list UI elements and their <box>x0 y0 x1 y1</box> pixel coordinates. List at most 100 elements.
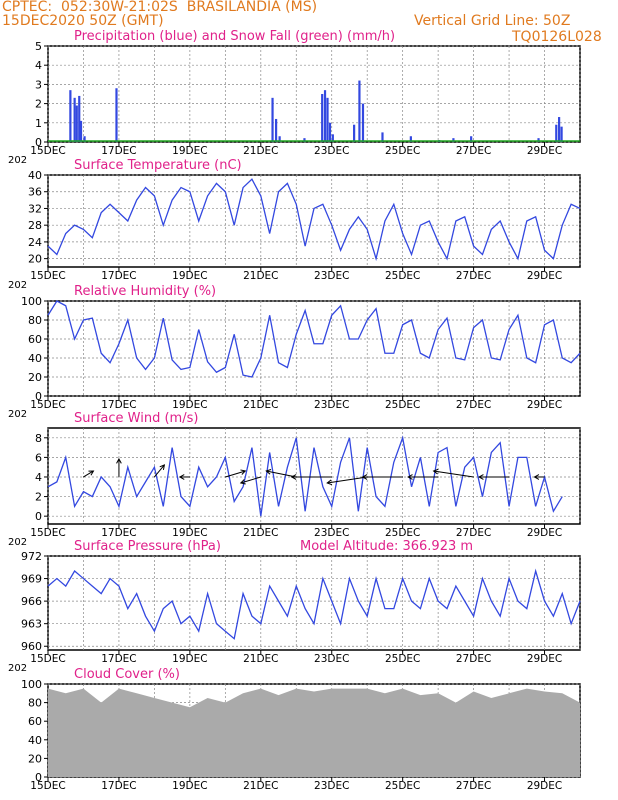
panel3-series-line <box>47 300 581 378</box>
wind-arrow <box>266 470 297 478</box>
precip-bar <box>323 90 327 142</box>
panel5-ytick-label: 972 <box>21 550 42 563</box>
panel5-frame <box>47 555 581 651</box>
precip-bar <box>115 88 118 142</box>
panel4-frame <box>47 427 581 525</box>
precip-bar <box>537 138 540 142</box>
panel6-xtick-label: 25DEC <box>385 780 420 792</box>
panel2-ytick-label: 28 <box>28 219 42 232</box>
wind-arrow-head <box>533 474 540 480</box>
precip-bar <box>361 103 365 142</box>
panel1-xtick-label: 23DEC <box>314 145 349 157</box>
panel3-ytick-label: 40 <box>28 352 42 365</box>
precip-bar <box>69 90 72 142</box>
station-info: CPTEC: 052:30W-21:02S BRASILANDIA (MS) <box>2 0 318 15</box>
precip-bar <box>558 117 561 142</box>
panel6-xtick-label: 29DEC <box>527 780 562 792</box>
panel5-xtick-label: 25DEC <box>385 653 420 665</box>
panel5-ytick-label: 963 <box>21 618 42 631</box>
panel3-frame <box>47 300 581 397</box>
panel6-ytick-label: 0 <box>35 771 42 784</box>
wind-arrow <box>83 470 94 478</box>
panel5-ytick-label: 969 <box>21 573 42 586</box>
panel3-xtick-label: 21DEC <box>243 399 278 411</box>
precip-bar <box>271 97 274 142</box>
panel1-ytick-label: 1 <box>35 117 42 130</box>
precip-bar <box>78 95 81 142</box>
precip-bar <box>274 118 278 142</box>
panel4-xtick-label: 25DEC <box>385 527 420 539</box>
panel2-ytick-label: 24 <box>28 236 42 249</box>
panel1-ytick-label: 5 <box>35 40 42 53</box>
wind-arrow-head <box>478 474 484 480</box>
panel5-xtick-label: 15DEC <box>30 653 65 665</box>
panel5-xtick-label: 27DEC <box>456 653 491 665</box>
panel4-ytick-label: 2 <box>35 491 42 504</box>
panel2-xtick-label: 27DEC <box>456 270 491 282</box>
panel5-title: Surface Pressure (hPa) <box>74 539 221 554</box>
panel6-xtick-label: 21DEC <box>243 780 278 792</box>
wind-arrow-head <box>361 474 368 480</box>
chart-header: CPTEC: 052:30W-21:02S BRASILANDIA (MS) 1… <box>0 0 618 48</box>
wind-arrow <box>240 476 261 484</box>
wind-arrow <box>154 464 165 478</box>
panel4-xtick-label: 23DEC <box>314 527 349 539</box>
wind-arrow <box>327 476 368 484</box>
precip-bar <box>73 97 76 142</box>
panel4-xtick-label: 17DEC <box>101 527 136 539</box>
panel5-ytick-label: 966 <box>21 595 42 608</box>
panel2-xtick-label: 29DEC <box>527 270 562 282</box>
panel1-xtick-label: 21DEC <box>243 145 278 157</box>
panel1-xtick-label: 15DEC <box>30 145 65 157</box>
panel1-ytick-label: 2 <box>35 98 42 111</box>
panel4-ytick-label: 0 <box>35 510 42 523</box>
precip-bar <box>83 136 86 142</box>
panel4-ytick-label: 8 <box>35 432 42 445</box>
panel6-xtick-label: 19DEC <box>172 780 207 792</box>
precip-bar <box>358 80 361 142</box>
panel2-frame <box>47 174 581 268</box>
panel3-year-label: 202 <box>8 409 27 420</box>
panel2-year-label: 202 <box>8 280 27 291</box>
panel3-xtick-label: 29DEC <box>527 399 562 411</box>
panel3-xtick-label: 17DEC <box>101 399 136 411</box>
wind-arrow-head <box>326 479 333 486</box>
wind-arrow-head <box>290 474 297 480</box>
panel4-ytick-label: 4 <box>35 471 42 484</box>
panel4-xtick-label: 21DEC <box>243 527 278 539</box>
panel4-ytick-label: 6 <box>35 451 42 464</box>
panel4-series-line <box>47 435 563 517</box>
panel1-xtick-label: 27DEC <box>456 145 491 157</box>
panel6-title: Cloud Cover (%) <box>74 667 180 682</box>
precip-bar <box>470 136 473 142</box>
panel2-series-line <box>47 178 581 262</box>
panel2-xtick-label: 15DEC <box>30 270 65 282</box>
panel4-xtick-label: 19DEC <box>172 527 207 539</box>
wind-arrow <box>433 470 474 478</box>
panel5-xtick-label: 23DEC <box>314 653 349 665</box>
panel4-xtick-label: 15DEC <box>30 527 65 539</box>
panel4-xtick-label: 27DEC <box>456 527 491 539</box>
panel3-xtick-label: 19DEC <box>172 399 207 411</box>
panel3-ytick-label: 0 <box>35 390 42 403</box>
wind-arrow-head <box>88 470 95 476</box>
panel4-title: Surface Wind (m/s) <box>74 411 198 426</box>
panel2-xtick-label: 17DEC <box>101 270 136 282</box>
wind-arrow-head <box>239 479 246 485</box>
panel2-ytick-label: 20 <box>28 253 42 266</box>
precip-bar <box>303 138 306 142</box>
panel1-xtick-label: 25DEC <box>385 145 420 157</box>
panel6-ytick-label: 80 <box>28 697 42 710</box>
panel2-xtick-label: 25DEC <box>385 270 420 282</box>
panel5-series-line <box>47 568 581 640</box>
wind-arrow <box>225 470 246 478</box>
wind-arrow-head <box>407 474 413 480</box>
panel2-xtick-label: 21DEC <box>243 270 278 282</box>
panel6-xtick-label: 23DEC <box>314 780 349 792</box>
precip-bar <box>409 136 412 142</box>
wind-arrow-head <box>159 464 166 470</box>
panel3-title: Relative Humidity (%) <box>74 284 216 299</box>
precip-bar <box>75 105 78 142</box>
panel5-ytick-label: 960 <box>21 640 42 653</box>
